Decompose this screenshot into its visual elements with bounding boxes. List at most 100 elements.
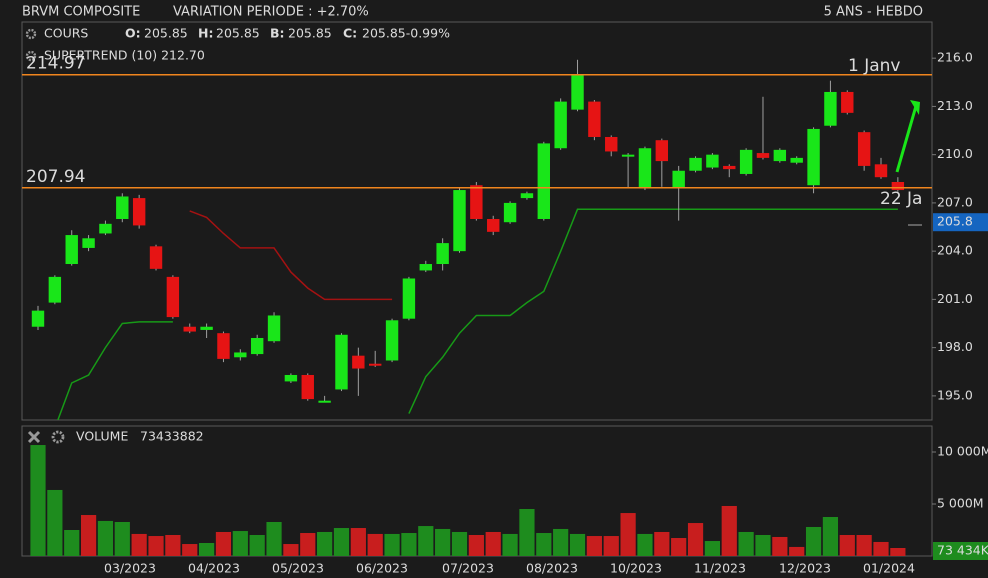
high-value: 205.85 bbox=[216, 26, 260, 41]
y-tick-label: 210.0 bbox=[937, 146, 973, 161]
volume-total: 73433882 bbox=[140, 429, 204, 444]
last-price-label: 205.8 bbox=[937, 214, 973, 229]
volume-bar bbox=[805, 526, 822, 556]
high-label: H: bbox=[198, 26, 213, 41]
candle-body bbox=[874, 164, 888, 178]
supertrend-line bbox=[57, 208, 898, 420]
candle-body bbox=[48, 276, 62, 303]
candle-body bbox=[65, 235, 78, 265]
volume-bar bbox=[603, 536, 619, 556]
volume-bar bbox=[873, 541, 889, 556]
volume-bar bbox=[485, 531, 501, 556]
x-tick-label: 12/2023 bbox=[779, 561, 831, 576]
supertrend-line bbox=[189, 210, 393, 301]
last-volume-box bbox=[933, 542, 988, 560]
candle-body bbox=[352, 355, 365, 369]
volume-bar bbox=[502, 533, 518, 556]
candle-body bbox=[487, 218, 500, 232]
candle-body bbox=[756, 153, 770, 158]
x-tick-label: 03/2023 bbox=[104, 561, 156, 576]
candle-body bbox=[183, 326, 196, 332]
candle-body bbox=[267, 315, 281, 342]
volume-bar bbox=[468, 534, 484, 556]
volume-bar bbox=[131, 533, 147, 556]
price-plot bbox=[31, 59, 905, 420]
candle-body bbox=[284, 374, 298, 382]
volume-bar bbox=[418, 526, 434, 556]
volume-bar bbox=[215, 531, 232, 556]
volume-bar bbox=[148, 536, 164, 556]
candle-body bbox=[588, 101, 601, 137]
candle-body bbox=[723, 165, 736, 170]
trend-arrow bbox=[895, 105, 918, 173]
last-volume-label: 73 434K bbox=[937, 543, 988, 558]
low-label: B: bbox=[270, 26, 285, 41]
trend-arrow-head bbox=[910, 100, 920, 115]
instrument-title: BRVM COMPOSITE bbox=[22, 5, 140, 20]
close-icon[interactable] bbox=[27, 430, 41, 444]
y-tick-label: 201.0 bbox=[937, 291, 973, 306]
volume-bar bbox=[839, 534, 855, 556]
volume-bar bbox=[384, 533, 400, 556]
candle-body bbox=[790, 157, 803, 163]
candle-body bbox=[857, 132, 871, 166]
period: 5 ANS - HEBDO bbox=[824, 5, 923, 20]
x-tick-label: 08/2023 bbox=[526, 561, 578, 576]
volume-bar bbox=[569, 533, 586, 556]
volume-bar bbox=[620, 513, 636, 556]
candle-body bbox=[891, 182, 905, 191]
volume-bar bbox=[704, 541, 720, 556]
candle-body bbox=[571, 74, 584, 110]
candle-body bbox=[638, 148, 652, 189]
volume-bar bbox=[755, 534, 771, 556]
last-price-box bbox=[933, 213, 988, 232]
settings-icon[interactable] bbox=[25, 50, 37, 62]
candle-body bbox=[621, 154, 635, 157]
candle-body bbox=[419, 264, 432, 271]
volume-bar bbox=[772, 536, 788, 556]
volume-bar bbox=[333, 528, 350, 556]
candle-body bbox=[99, 223, 112, 234]
candle-body bbox=[554, 101, 567, 149]
candle-body bbox=[739, 149, 753, 174]
settings-icon[interactable] bbox=[51, 430, 65, 444]
x-tick-label: 05/2023 bbox=[272, 561, 324, 576]
volume-title: VOLUME bbox=[76, 429, 128, 444]
candle-body bbox=[672, 170, 685, 189]
volume-plot bbox=[30, 445, 906, 556]
candle-body bbox=[234, 352, 247, 358]
x-tick-label: 04/2023 bbox=[188, 561, 240, 576]
candle-body bbox=[318, 400, 331, 403]
close-label: C: bbox=[343, 26, 357, 41]
volume-bar bbox=[519, 508, 535, 556]
volume-bar bbox=[637, 533, 653, 556]
volume-bar bbox=[738, 531, 754, 556]
candle-body bbox=[520, 193, 534, 199]
candle-body bbox=[605, 136, 618, 152]
volume-bar bbox=[671, 538, 687, 556]
candle-body bbox=[537, 143, 550, 219]
y-tick-label: 213.0 bbox=[937, 98, 973, 113]
candle-body bbox=[503, 202, 517, 223]
level-label: 214.97 bbox=[26, 54, 85, 74]
x-tick-label: 01/2024 bbox=[863, 561, 915, 576]
candle-body bbox=[706, 154, 719, 168]
volume-bar bbox=[721, 505, 737, 556]
candle-body bbox=[655, 140, 669, 162]
volume-bar bbox=[451, 531, 468, 556]
low-value: 205.85 bbox=[288, 26, 332, 41]
volume-bar bbox=[114, 521, 130, 556]
volume-bar bbox=[687, 523, 704, 556]
y-tick-label: 204.0 bbox=[937, 243, 973, 258]
volume-bar bbox=[367, 533, 383, 556]
volume-bar bbox=[165, 534, 181, 556]
candle-body bbox=[841, 91, 854, 113]
close-value: 205.85-0.99% bbox=[362, 26, 450, 41]
volume-bar bbox=[890, 547, 906, 556]
candle-body bbox=[436, 243, 449, 265]
level-label: 207.94 bbox=[26, 167, 85, 187]
candle-body bbox=[773, 149, 787, 162]
volume-bar bbox=[80, 515, 97, 556]
settings-icon[interactable] bbox=[25, 28, 37, 40]
